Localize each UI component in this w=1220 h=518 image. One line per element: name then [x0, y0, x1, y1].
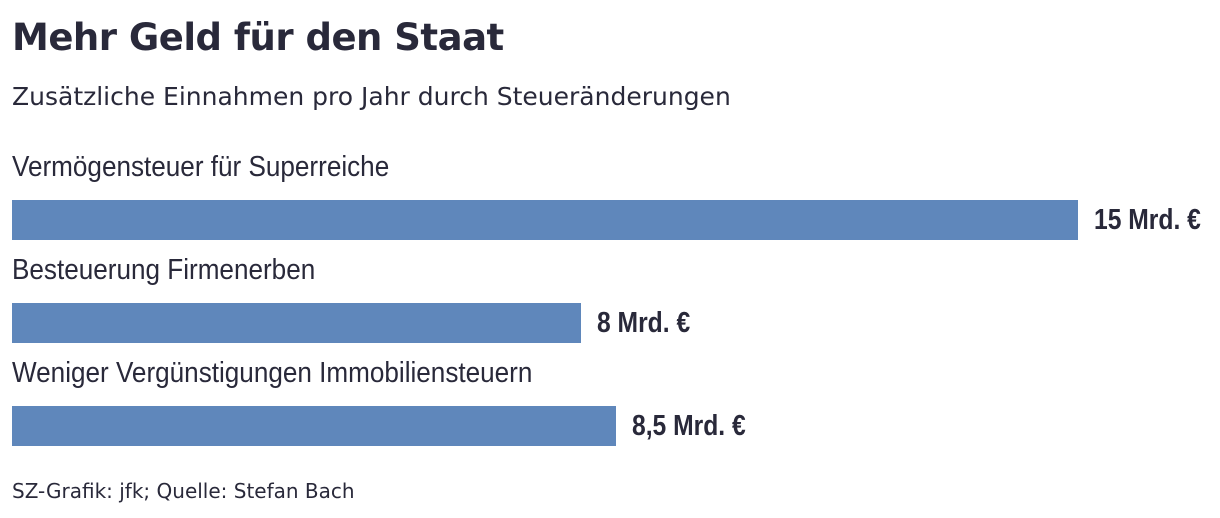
chart-title: Mehr Geld für den Staat: [12, 16, 504, 59]
category-label: Vermögensteuer für Superreiche: [12, 151, 390, 183]
category-label: Weniger Vergünstigungen Immobiliensteuer…: [12, 357, 533, 389]
category-label: Besteuerung Firmenerben: [12, 254, 316, 286]
source-note: SZ-Grafik: jfk; Quelle: Stefan Bach: [12, 479, 355, 503]
chart-subtitle: Zusätzliche Einnahmen pro Jahr durch Ste…: [12, 82, 731, 111]
value-label: 8 Mrd. €: [597, 307, 691, 339]
bar: [12, 406, 616, 446]
bar: [12, 200, 1078, 240]
value-label: 8,5 Mrd. €: [632, 410, 746, 442]
bar: [12, 303, 581, 343]
value-label: 15 Mrd. €: [1094, 204, 1201, 236]
